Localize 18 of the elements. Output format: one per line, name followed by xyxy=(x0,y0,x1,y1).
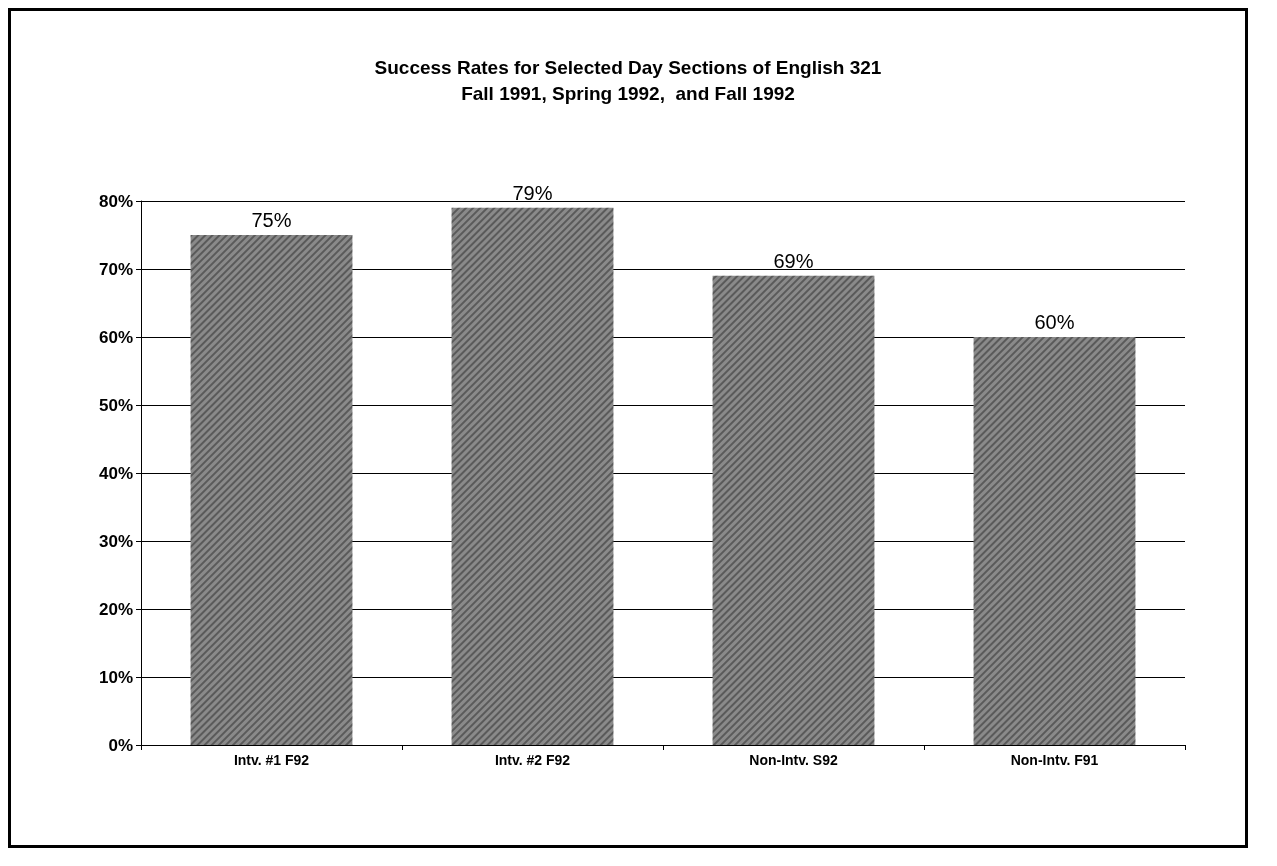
data-label: 75% xyxy=(251,209,292,231)
y-tick-label: 20% xyxy=(98,599,133,619)
y-tick-label: 0% xyxy=(108,735,133,755)
y-tick-label: 50% xyxy=(98,395,133,415)
x-tick-label: Intv. #1 F92 xyxy=(233,752,310,768)
y-tick-label: 30% xyxy=(98,531,133,551)
chart-title: Success Rates for Selected Day Sections of English 321 Fall 1991, Spring 1992, and Fall 1992 xyxy=(374,56,882,104)
data-label: 69% xyxy=(773,249,814,272)
x-tick-label: Non-Intv. S92 xyxy=(749,752,838,768)
y-tick-label: 40% xyxy=(98,463,133,483)
y-tick-label: 80% xyxy=(98,191,133,211)
y-tick-label: 70% xyxy=(98,259,133,279)
data-label: 60% xyxy=(1034,311,1075,333)
data-label: 79% xyxy=(512,181,553,204)
x-tick-label: Non-Intv. F91 xyxy=(1010,752,1099,768)
y-tick-label: 10% xyxy=(98,667,133,687)
x-tick-label: Intv. #2 F92 xyxy=(494,752,571,768)
y-tick-label: 60% xyxy=(98,327,133,347)
